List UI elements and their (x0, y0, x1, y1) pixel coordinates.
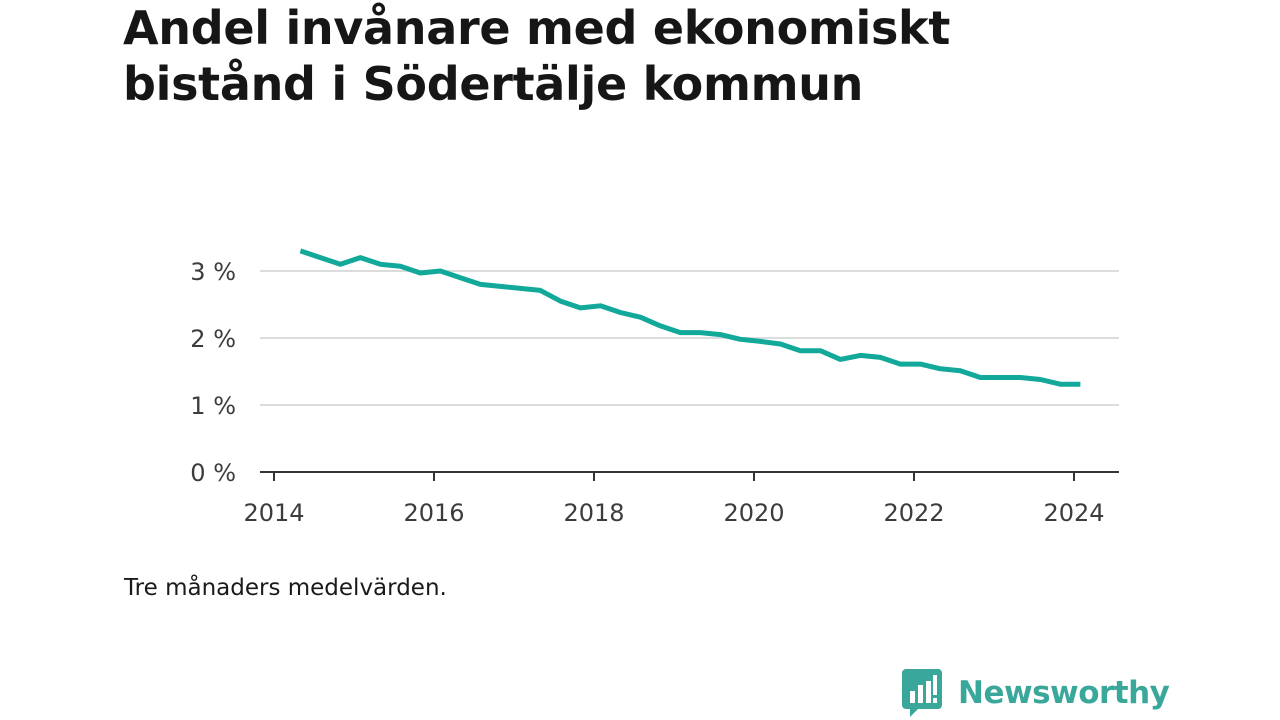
x-tick-labels: 2014 2016 2018 2020 2022 2024 (243, 499, 1104, 527)
x-tick-label-2024: 2024 (1043, 499, 1104, 527)
chart-title-line-2: bistånd i Södertälje kommun (123, 57, 864, 111)
y-tick-label-2: 2 % (190, 325, 236, 353)
y-tick-label-1: 1 % (190, 392, 236, 420)
axes (260, 471, 1119, 481)
chart-title-line-1: Andel invånare med ekonomiskt (123, 1, 951, 55)
chart-title: Andel invånare med ekonomiskt bistånd i … (123, 0, 1183, 112)
brand-logo: Newsworthy (902, 669, 1170, 717)
series-layer (299, 248, 1081, 387)
y-tick-labels: 0 % 1 % 2 % 3 % (190, 258, 236, 487)
y-tick-label-0: 0 % (190, 459, 236, 487)
series-line-0 (299, 248, 1081, 387)
x-tick-label-2020: 2020 (723, 499, 784, 527)
y-tick-label-3: 3 % (190, 258, 236, 286)
newsworthy-logo-icon (902, 669, 942, 717)
grid-lines (260, 270, 1119, 406)
brand-name: Newsworthy (958, 675, 1170, 711)
x-tick-label-2014: 2014 (243, 499, 304, 527)
x-tick-label-2022: 2022 (883, 499, 944, 527)
x-tick-label-2016: 2016 (403, 499, 464, 527)
x-tick-label-2018: 2018 (563, 499, 624, 527)
chart-caption: Tre månaders medelvärden. (124, 575, 447, 601)
